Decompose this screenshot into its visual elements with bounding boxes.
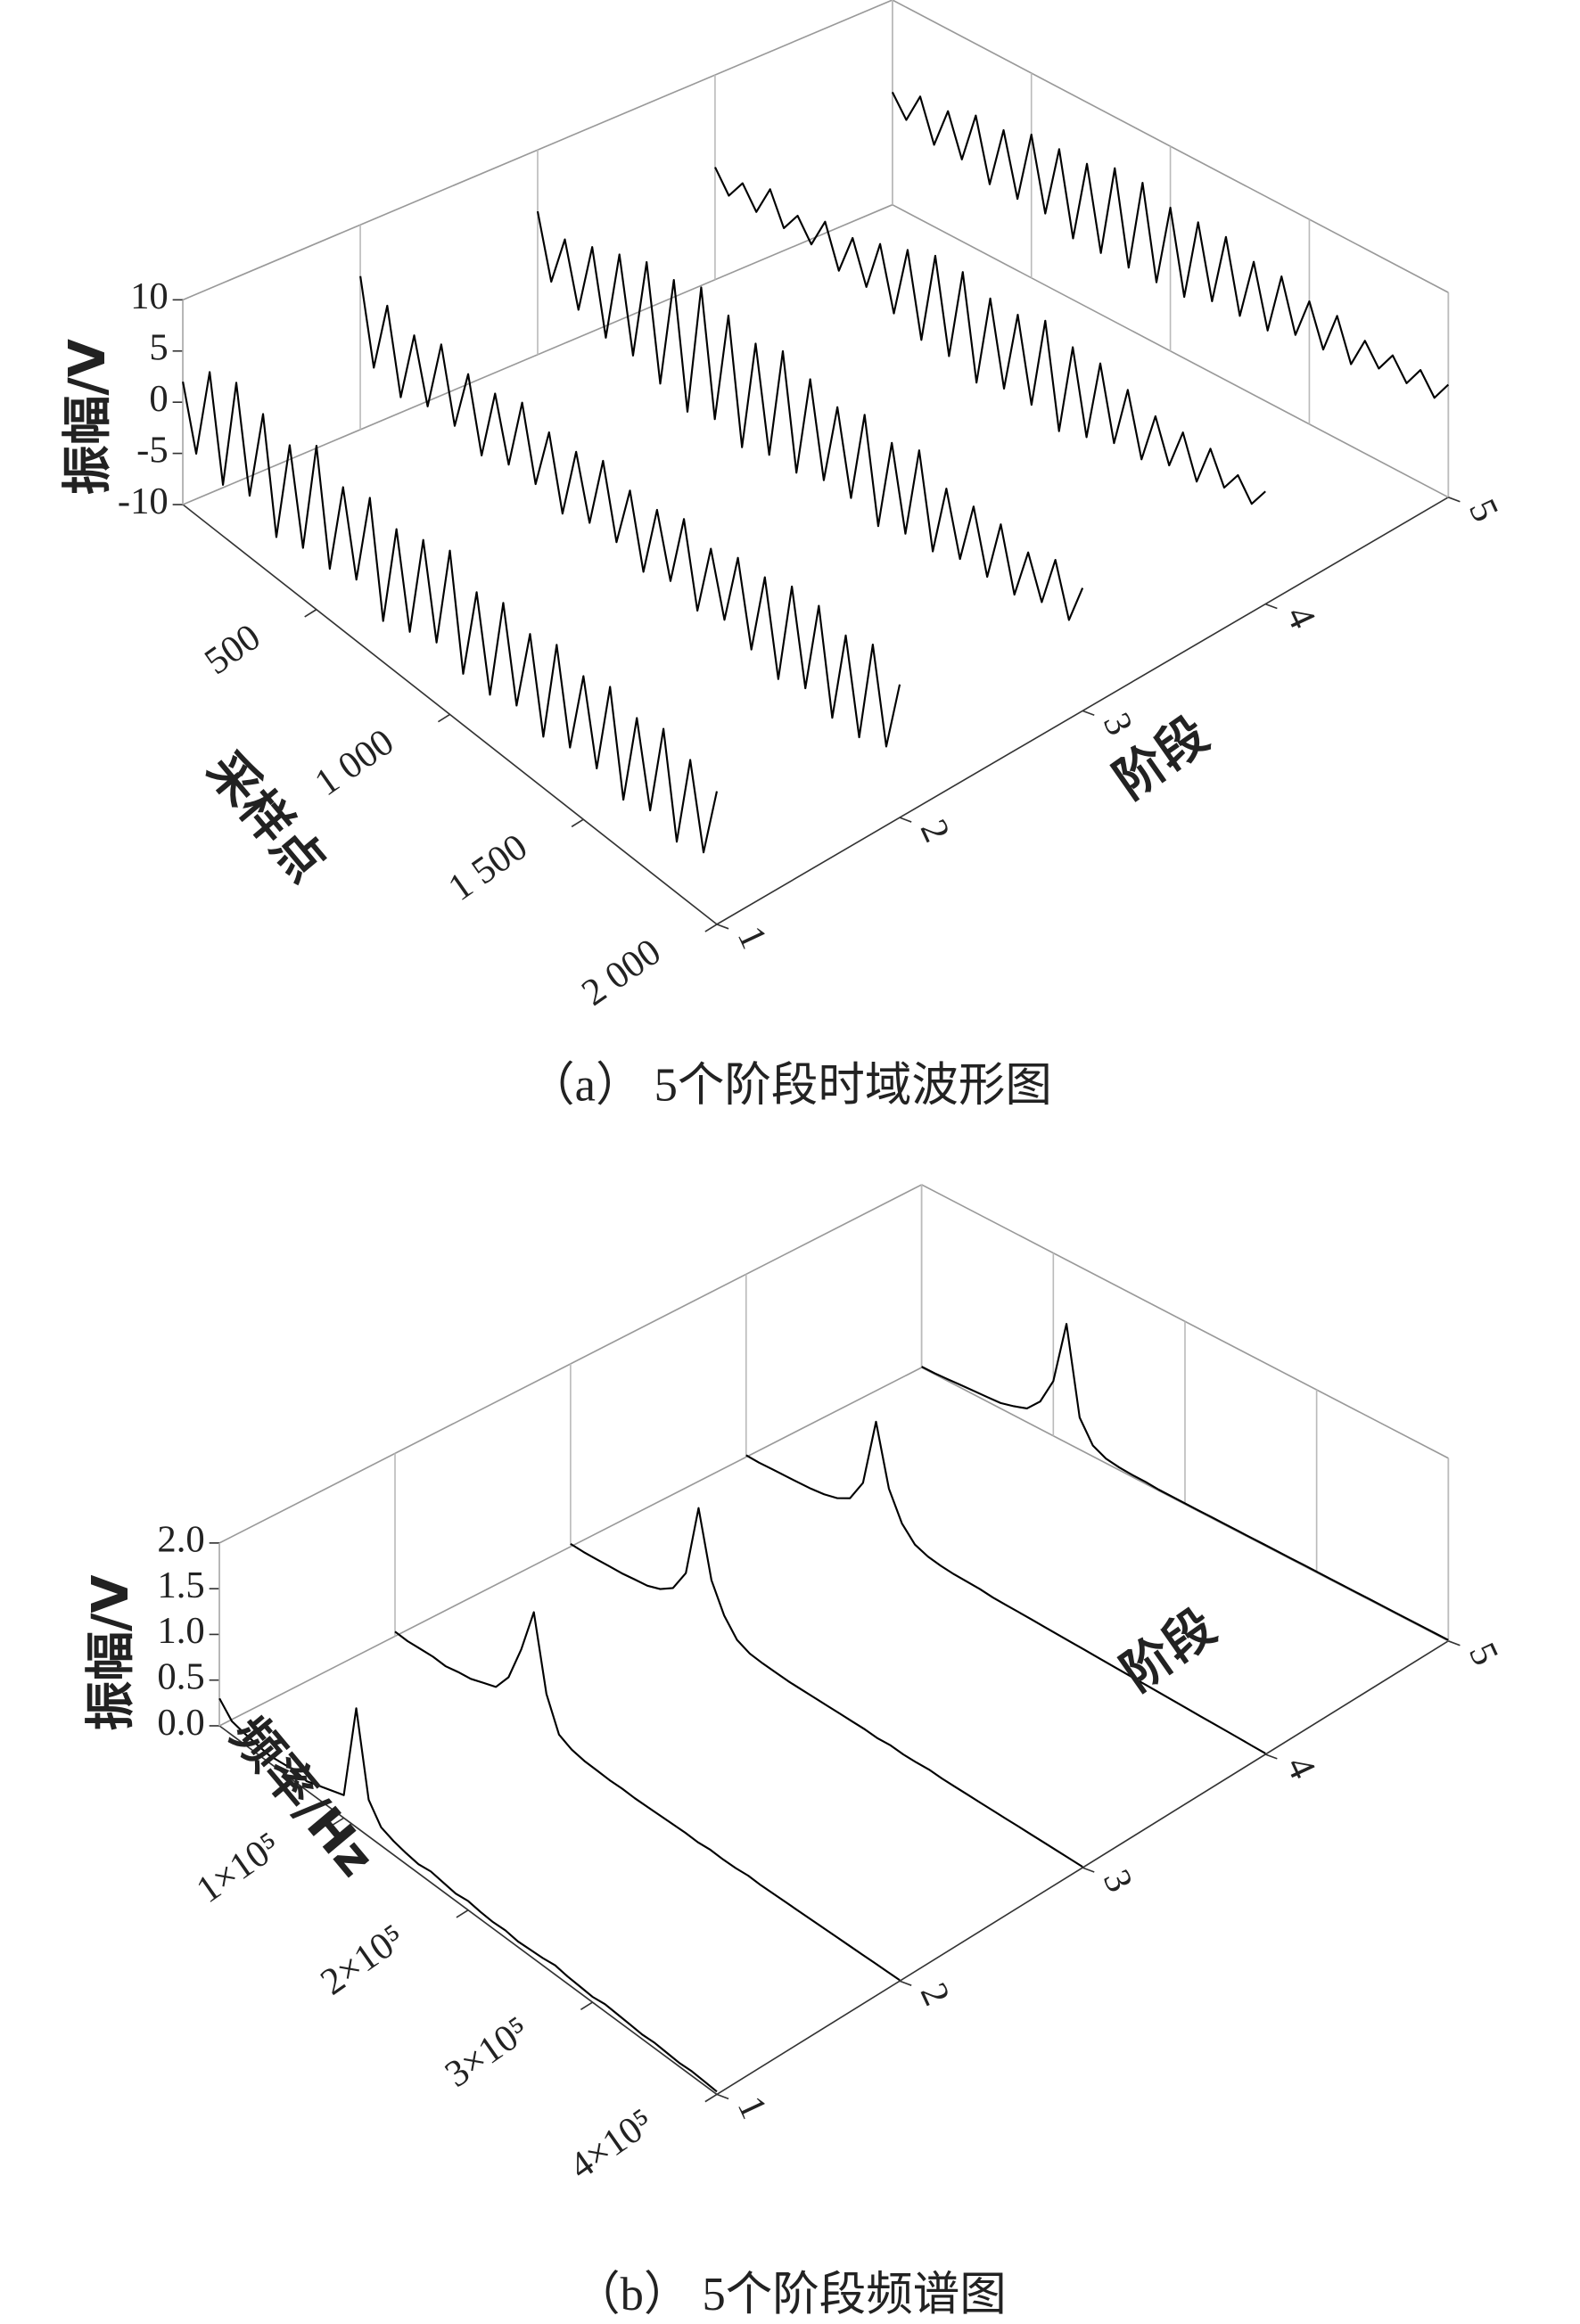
x-tick-label: 3×10⁵ bbox=[438, 2008, 537, 2096]
chart-caption: （a） 5个阶段时域波形图 bbox=[528, 1059, 1052, 1111]
y-tick bbox=[899, 1980, 912, 1986]
series-line bbox=[570, 1507, 1083, 1868]
x-tick-label: 4×10⁵ bbox=[562, 2101, 661, 2189]
x-tick-label: 2 000 bbox=[574, 931, 669, 1014]
y-tick bbox=[716, 924, 729, 930]
y-tick-label: 5 bbox=[1461, 1637, 1507, 1671]
y-tick-label: 1 bbox=[729, 2090, 776, 2125]
z-tick-label: -10 bbox=[118, 480, 169, 522]
x-tick-label: 1 500 bbox=[440, 825, 535, 909]
y-tick-label: 3 bbox=[1095, 1863, 1141, 1898]
y-tick-label: 2 bbox=[912, 813, 959, 848]
z-tick-label: 0.5 bbox=[157, 1655, 204, 1697]
x-tick bbox=[437, 713, 450, 723]
y-tick bbox=[1082, 710, 1095, 717]
x-tick bbox=[571, 818, 584, 828]
series-line bbox=[891, 91, 1450, 399]
z-tick-label: 2.0 bbox=[157, 1519, 204, 1561]
x-tick-label: 2×10⁵ bbox=[313, 1917, 412, 2004]
z-tick-label: 1.0 bbox=[157, 1610, 204, 1652]
y-tick bbox=[1264, 1753, 1278, 1760]
series-line bbox=[218, 1697, 718, 2093]
series-line bbox=[536, 210, 1084, 621]
series-line bbox=[394, 1611, 901, 1982]
x-tick-label: 1 000 bbox=[308, 721, 402, 805]
z-axis-title: 振幅/V bbox=[82, 1574, 140, 1730]
z-tick-label: 0 bbox=[149, 378, 168, 420]
y-axis-title: 阶段 bbox=[1111, 1597, 1226, 1702]
x-tick-label: 1×10⁵ bbox=[189, 1825, 288, 1912]
y-tick-label: 4 bbox=[1278, 1750, 1324, 1785]
y-tick-label: 3 bbox=[1095, 707, 1141, 742]
z-axis-title: 振幅/V bbox=[59, 339, 117, 495]
series-line bbox=[182, 371, 719, 854]
y-tick bbox=[1448, 497, 1461, 503]
y-tick-label: 5 bbox=[1461, 493, 1507, 528]
x-tick bbox=[456, 1909, 469, 1918]
y-tick bbox=[1448, 1640, 1461, 1647]
x-tick bbox=[332, 1817, 345, 1827]
series-line bbox=[921, 1323, 1449, 1641]
x-tick bbox=[580, 2001, 593, 2010]
chart-caption: （b） 5个阶段频谱图 bbox=[573, 2269, 1007, 2320]
x-tick bbox=[704, 924, 718, 932]
y-tick-label: 4 bbox=[1278, 600, 1324, 635]
z-tick-label: 0.0 bbox=[157, 1702, 204, 1744]
y-tick bbox=[1264, 603, 1278, 610]
series-line bbox=[714, 167, 1266, 505]
z-tick-label: -5 bbox=[136, 429, 169, 471]
z-tick-label: 10 bbox=[130, 275, 169, 317]
y-tick bbox=[716, 2093, 729, 2100]
y-tick-label: 2 bbox=[912, 1977, 959, 2012]
y-tick bbox=[1082, 1867, 1095, 1873]
z-tick-label: 5 bbox=[149, 327, 168, 369]
series-line bbox=[359, 275, 901, 748]
x-tick bbox=[304, 609, 317, 618]
series-line bbox=[745, 1420, 1266, 1754]
x-tick-label: 500 bbox=[197, 616, 267, 683]
x-tick bbox=[704, 2093, 718, 2103]
y-tick bbox=[899, 817, 912, 823]
z-tick-label: 1.5 bbox=[157, 1564, 204, 1606]
y-tick-label: 1 bbox=[729, 920, 776, 955]
